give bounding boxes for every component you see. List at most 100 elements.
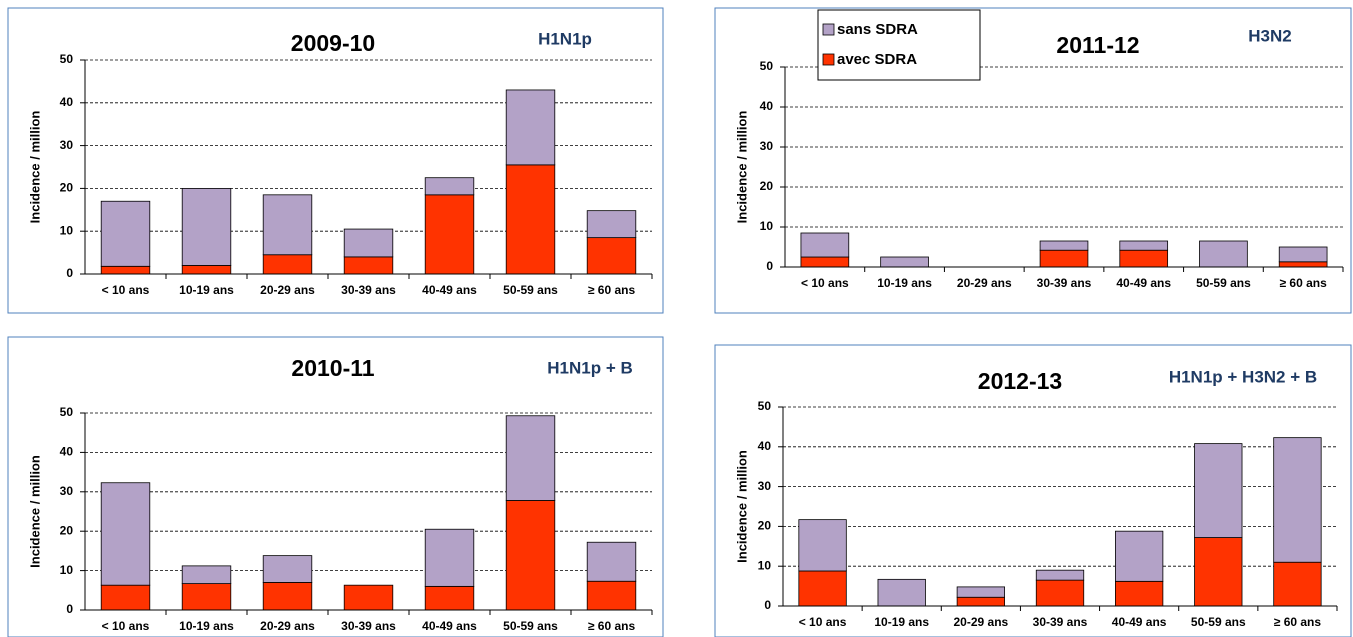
bar-segment	[424, 585, 475, 611]
chart-title: 2011-12	[1056, 32, 1139, 58]
y-tick-label: 30	[758, 479, 772, 493]
x-tick-label: 50-59 ans	[503, 619, 558, 633]
x-tick-label: < 10 ans	[102, 619, 150, 633]
y-axis-label: Incidence / million	[27, 111, 42, 224]
x-tick-label: 40-49 ans	[422, 619, 477, 633]
bar-segment	[100, 200, 151, 267]
x-tick-label: 20-29 ans	[260, 283, 315, 297]
bar-segment	[1039, 249, 1089, 268]
y-tick-label: 50	[758, 399, 772, 413]
x-tick-label: 20-29 ans	[260, 619, 315, 633]
x-tick-label: 40-49 ans	[1112, 615, 1167, 629]
chart-title: 2009-10	[291, 30, 375, 56]
chart-subtitle: H1N1p + B	[547, 358, 633, 377]
bar-segment	[800, 232, 850, 258]
bar-segment	[505, 415, 556, 501]
bar-segment	[1273, 561, 1322, 607]
legend-label: avec SDRA	[837, 51, 917, 68]
chart-subtitle: H1N1p	[538, 29, 592, 48]
x-tick-label: 20-29 ans	[957, 276, 1012, 290]
bar-segment	[798, 519, 847, 572]
y-tick-label: 20	[60, 523, 74, 537]
bar-segment	[181, 265, 232, 275]
y-axis-label: Incidence / million	[734, 450, 749, 563]
y-tick-label: 40	[60, 445, 74, 459]
y-axis-label: Incidence / million	[27, 455, 42, 568]
bar-segment	[100, 584, 151, 611]
legend-box	[817, 9, 981, 81]
y-tick-label: 50	[760, 59, 774, 73]
bar-segment	[181, 583, 232, 611]
bar-segment	[586, 541, 637, 582]
x-tick-label: 30-39 ans	[1037, 276, 1092, 290]
bar-segment	[262, 582, 313, 611]
legend-swatch	[822, 53, 835, 66]
bar-segment	[424, 177, 475, 196]
chart-subtitle: H3N2	[1248, 26, 1291, 45]
y-tick-label: 50	[60, 405, 74, 419]
chart-title: 2010-11	[291, 355, 374, 381]
bar-segment	[262, 555, 313, 583]
bar-segment	[880, 256, 929, 268]
y-tick-label: 30	[760, 139, 774, 153]
chart-title: 2012-13	[978, 368, 1062, 394]
y-tick-label: 10	[760, 219, 774, 233]
y-tick-label: 20	[60, 181, 74, 195]
bar-segment	[1035, 569, 1085, 581]
y-tick-label: 30	[60, 484, 74, 498]
x-tick-label: ≥ 60 ans	[588, 283, 636, 297]
bar-segment	[586, 210, 637, 239]
x-tick-label: 30-39 ans	[1033, 615, 1088, 629]
bar-segment	[1273, 437, 1322, 563]
y-tick-label: 0	[764, 598, 771, 612]
bar-segment	[1035, 579, 1085, 607]
bar-segment	[586, 580, 637, 611]
x-tick-label: < 10 ans	[801, 276, 849, 290]
x-tick-label: 20-29 ans	[954, 615, 1009, 629]
y-tick-label: 40	[758, 439, 772, 453]
bar-segment	[956, 596, 1005, 607]
legend-label: sans SDRA	[837, 21, 918, 38]
bar-segment	[1278, 246, 1328, 263]
bar-segment	[1119, 249, 1169, 268]
x-tick-label: 50-59 ans	[1191, 615, 1246, 629]
bar-segment	[505, 500, 556, 611]
bar-segment	[800, 256, 850, 268]
bar-segment	[100, 265, 151, 275]
bar-segment	[877, 578, 926, 607]
bar-segment	[100, 482, 151, 586]
bar-segment	[1278, 261, 1328, 268]
bar-segment	[798, 570, 847, 607]
bar-segment	[181, 187, 232, 266]
x-tick-label: 10-19 ans	[179, 619, 234, 633]
bar-segment	[1199, 240, 1248, 268]
y-tick-label: 10	[758, 558, 772, 572]
bar-segment	[586, 237, 637, 275]
x-tick-label: ≥ 60 ans	[1274, 615, 1322, 629]
y-axis-label: Incidence / million	[734, 111, 749, 224]
bar-segment	[424, 528, 475, 587]
y-tick-label: 0	[66, 266, 73, 280]
y-tick-label: 30	[60, 138, 74, 152]
y-tick-label: 40	[760, 99, 774, 113]
bar-segment	[505, 164, 556, 275]
legend-swatch	[822, 23, 835, 36]
x-tick-label: < 10 ans	[102, 283, 150, 297]
bar-segment	[1194, 443, 1243, 538]
bar-segment	[181, 565, 232, 585]
bar-segment	[1115, 530, 1164, 582]
x-tick-label: 10-19 ans	[874, 615, 929, 629]
y-tick-label: 10	[60, 223, 74, 237]
x-tick-label: ≥ 60 ans	[1280, 276, 1328, 290]
x-tick-label: 30-39 ans	[341, 283, 396, 297]
bar-segment	[262, 194, 313, 256]
x-tick-label: ≥ 60 ans	[588, 619, 636, 633]
bar-segment	[424, 194, 475, 275]
bar-segment	[1119, 240, 1169, 251]
bar-segment	[1194, 537, 1243, 607]
bar-segment	[1115, 580, 1164, 607]
x-tick-label: < 10 ans	[799, 615, 847, 629]
y-tick-label: 10	[60, 563, 74, 577]
